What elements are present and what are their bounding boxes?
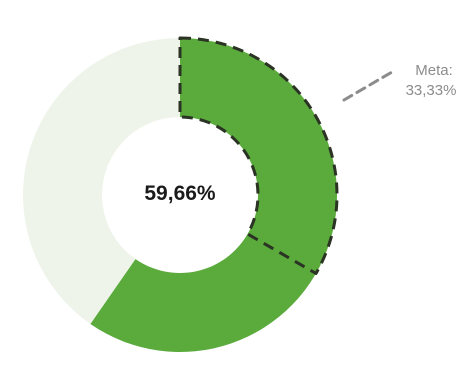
value-arc [90, 38, 337, 353]
target-pointer [342, 70, 394, 102]
target-label: Meta: [415, 62, 453, 79]
target-outline [178, 36, 339, 275]
center-value-label: 59,66% [144, 182, 216, 205]
target-value-label: 33,33% [406, 82, 457, 99]
